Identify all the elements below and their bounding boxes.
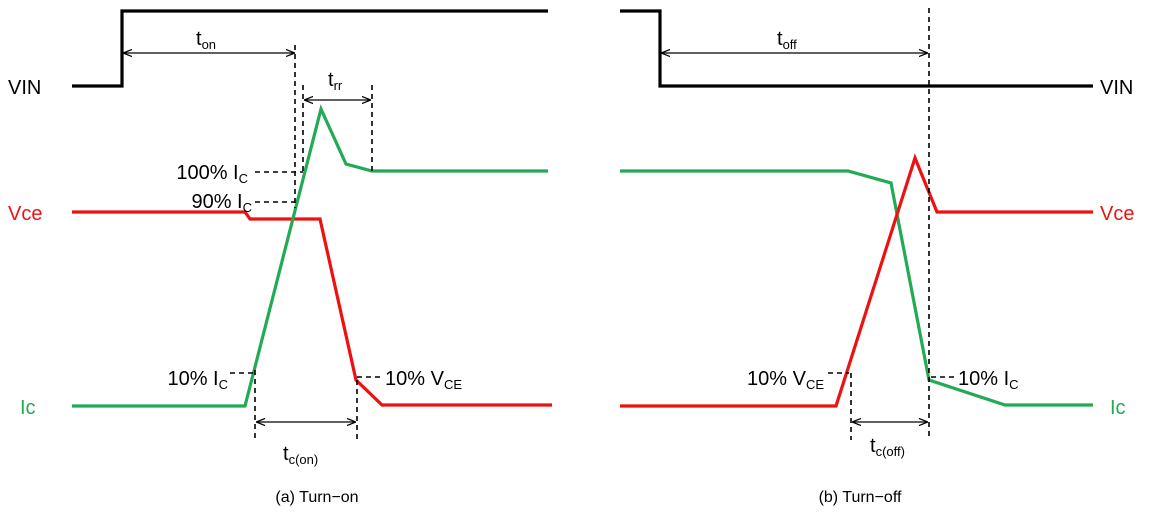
t-off-label: toff (777, 28, 797, 52)
turn-on-ic-10-label: 10% IC (167, 368, 228, 392)
turn-off-dashed-guides (828, 8, 955, 440)
turn-on-caption: (a) Turn−on (275, 489, 358, 506)
t-rr-label: trr (328, 69, 343, 93)
turn-off-vce-label: Vce (1100, 203, 1134, 225)
turn-on-vce-10-label: 10% VCE (385, 368, 462, 392)
turn-on-ic-label: Ic (20, 397, 36, 419)
turn-on-ic-waveform (72, 104, 548, 408)
turn-off-vin-waveform (620, 9, 1093, 88)
t-c-on-label: tc(on) (283, 443, 318, 467)
turn-on-vin-label: VIN (8, 77, 41, 99)
ic-90-label: 90% IC (191, 191, 252, 215)
t-c-off-label: tc(off) (870, 435, 905, 459)
turn-off-ic-10-label: 10% IC (958, 368, 1019, 392)
turn-on-panel: VIN Vce Ic 100% IC 90% IC 10% IC 10% VCE… (8, 9, 552, 506)
t-on-label: ton (196, 28, 216, 52)
turn-off-vce-10-label: 10% VCE (747, 368, 824, 392)
turn-off-vin-label: VIN (1100, 77, 1133, 99)
turn-on-vin-waveform (72, 9, 548, 88)
turn-off-panel: VIN Vce Ic 10% VCE 10% IC toff tc(off) (… (620, 8, 1134, 506)
turn-on-vce-label: Vce (8, 203, 42, 225)
turn-on-dashed-guides (230, 45, 380, 440)
turn-on-vce-waveform (72, 210, 552, 407)
ic-100-label: 100% IC (176, 162, 248, 186)
turn-off-ic-label: Ic (1110, 397, 1126, 419)
turn-off-ic-waveform (620, 169, 1093, 407)
turn-off-vce-waveform (620, 153, 1093, 408)
turn-off-caption: (b) Turn−off (819, 489, 902, 506)
